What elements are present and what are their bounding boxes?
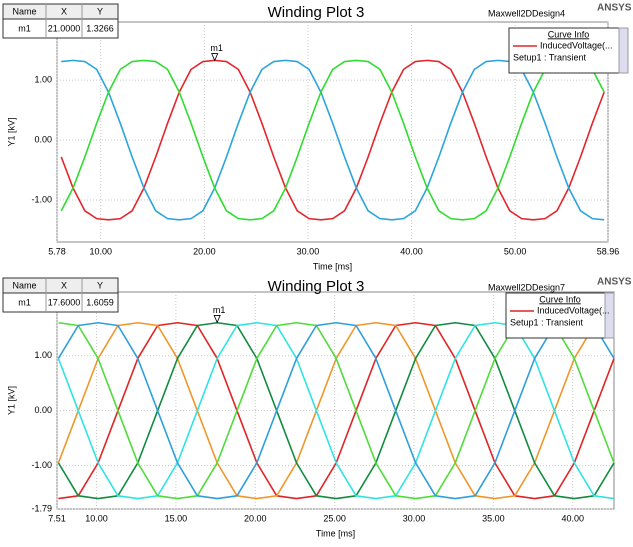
x-tick-label: 7.51: [48, 513, 66, 523]
y-tick-label: -1.00: [31, 460, 52, 470]
y-tick-label: -1.79: [31, 503, 52, 513]
x-axis-label: Time [ms]: [313, 261, 352, 271]
y-tick-label: 1.00: [34, 75, 52, 85]
table-cell: 17.6000: [48, 297, 81, 307]
series-line: [57, 321, 615, 500]
chart-title: Winding Plot 3: [268, 278, 365, 295]
series-line: [57, 321, 615, 500]
legend: [505, 292, 615, 339]
x-tick-label: 58.96: [597, 246, 620, 256]
y-tick-label: 0.00: [34, 134, 52, 144]
table-cell: m1: [18, 23, 31, 33]
y-tick-label: 1.00: [34, 350, 52, 360]
table-cell: 1.3266: [86, 23, 114, 33]
x-tick-label: 5.78: [48, 246, 66, 256]
marker-table-header: [2, 277, 119, 294]
x-tick-label: 30.00: [297, 246, 320, 256]
legend-setup: Setup1 : Transient: [513, 52, 587, 62]
table-header: X: [61, 6, 67, 16]
brand: ANSYS: [597, 3, 632, 14]
y-axis-label: Y1 [kV]: [6, 117, 16, 146]
x-tick-label: 50.00: [504, 246, 527, 256]
x-tick-label: 35.00: [482, 513, 505, 523]
legend-scrollbar: [604, 292, 615, 339]
y-tick-label: -1.00: [31, 194, 52, 204]
table-cell: 1.6059: [86, 297, 114, 307]
x-tick-label: 40.00: [400, 246, 423, 256]
design-name: Maxwell2DDesign4: [488, 8, 565, 18]
marker: [211, 53, 219, 62]
chart-title: Winding Plot 3: [268, 4, 365, 21]
y-tick-label: 0.00: [34, 405, 52, 415]
legend-scrollbar: [618, 27, 629, 74]
table-header: Y: [97, 6, 103, 16]
legend-setup: Setup1 : Transient: [510, 317, 584, 327]
x-tick-label: 30.00: [403, 513, 426, 523]
brand: ANSYS: [597, 277, 632, 288]
table-cell: 21.0000: [48, 23, 81, 33]
table-header: Name: [12, 280, 36, 290]
table-header: Y: [97, 280, 103, 290]
y-axis-label: Y1 [kV]: [6, 386, 16, 415]
legend-entry: InducedVoltage(...: [537, 305, 610, 315]
series-line: [60, 59, 605, 221]
table-header: X: [61, 280, 67, 290]
table-header: Name: [12, 6, 36, 16]
legend-header: Curve Info: [548, 29, 590, 39]
legend: [508, 27, 629, 74]
x-tick-label: 20.00: [244, 513, 267, 523]
x-tick-label: 25.00: [323, 513, 346, 523]
marker-table-header: [2, 3, 119, 20]
marker-label: m1: [210, 43, 223, 53]
legend-entry: InducedVoltage(...: [540, 40, 613, 50]
marker-label: m1: [213, 305, 226, 315]
x-tick-label: 10.00: [89, 246, 112, 256]
marker: [213, 315, 221, 324]
x-tick-label: 40.00: [561, 513, 584, 523]
x-tick-label: 15.00: [165, 513, 188, 523]
x-tick-label: 10.00: [85, 513, 108, 523]
x-tick-label: 20.00: [193, 246, 216, 256]
legend-header: Curve Info: [539, 294, 581, 304]
x-axis-label: Time [ms]: [316, 528, 355, 538]
design-name: Maxwell2DDesign7: [488, 282, 565, 292]
table-cell: m1: [18, 297, 31, 307]
series-line: [60, 59, 605, 221]
